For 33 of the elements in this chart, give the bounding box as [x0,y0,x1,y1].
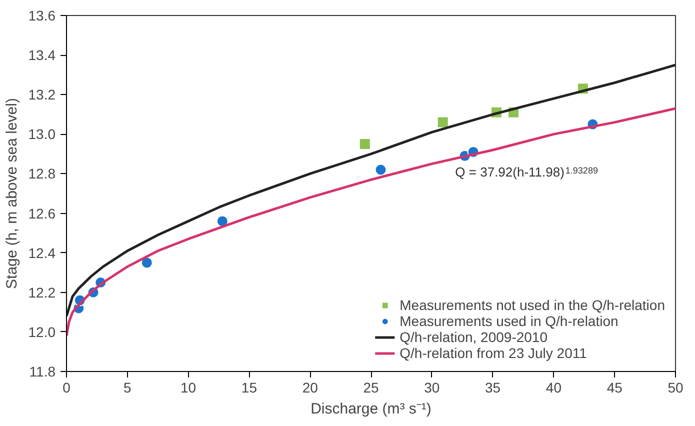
x-tick-label: 35 [485,380,501,396]
x-tick-label: 10 [180,380,196,396]
y-tick-label: 13.0 [28,126,56,142]
x-tick-label: 20 [302,380,318,396]
y-tick-label: 11.8 [29,364,56,380]
x-tick-label: 5 [124,380,132,396]
x-tick-label: 15 [241,380,258,396]
x-tick-label: 30 [424,380,440,396]
line-series [66,64,676,318]
x-tick-label: 0 [62,380,71,396]
legend-label: Q/h-relation from 23 July 2011 [400,345,587,361]
point [140,256,153,269]
x-tick-label: 50 [668,380,684,396]
y-tick-label: 12.8 [28,166,56,182]
x-tick-label: 40 [546,380,562,396]
y-tick-label: 13.6 [28,8,56,24]
y-tick-label: 12.4 [28,244,56,261]
x-tick-label: 45 [606,380,623,396]
legend-label: Measurements not used in the Q/h-relation [400,297,665,313]
y-tick-label: 13.4 [28,47,56,64]
x-tick-label: 25 [363,380,379,396]
point [358,138,371,150]
y-tick-label: 13.2 [28,86,56,103]
legend-label: Q/h-relation, 2009-2010 [400,329,548,345]
legend-label: Measurements used in Q/h-relation [400,313,618,329]
point [216,215,228,228]
point [374,164,387,176]
y-axis-title: Stage (h, m above sea level) [3,98,20,289]
x-axis-title: Discharge (m³ s⁻¹) [310,400,432,418]
y-tick-label: 12.0 [28,324,56,340]
point [436,116,449,128]
y-tick-label: 12.2 [28,284,56,300]
y-tick-label: 12.6 [28,205,56,222]
